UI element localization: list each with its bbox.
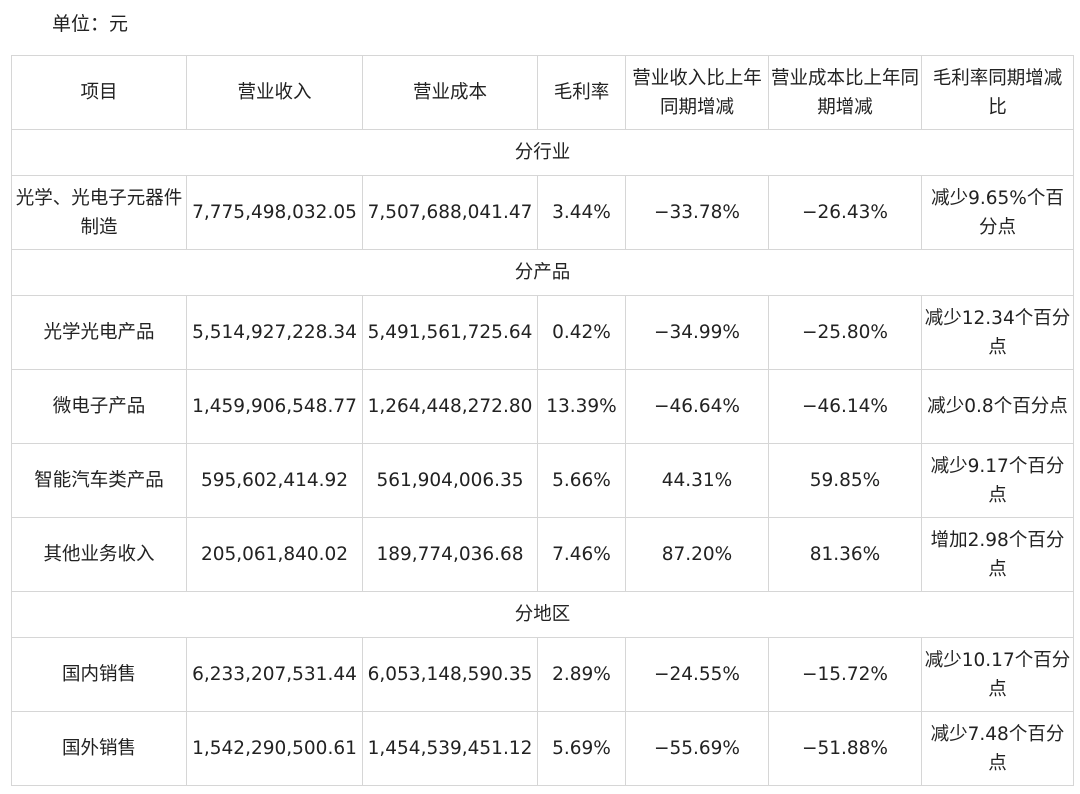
table-row: 国内销售 6,233,207,531.44 6,053,148,590.35 2… [11, 637, 1074, 712]
section-row: 分地区 [11, 591, 1074, 638]
cell-cost-change: 59.85% [768, 443, 922, 518]
cell-margin: 7.46% [537, 517, 626, 592]
cell-revenue-change: −55.69% [625, 711, 769, 786]
cell-revenue-change: −24.55% [625, 637, 769, 712]
cell-item: 微电子产品 [11, 369, 187, 444]
header-cell: 营业收入 [186, 55, 363, 130]
cell-margin: 2.89% [537, 637, 626, 712]
table-row: 其他业务收入 205,061,840.02 189,774,036.68 7.4… [11, 517, 1074, 592]
cell-cost-change: −26.43% [768, 175, 922, 250]
cell-item: 国外销售 [11, 711, 187, 786]
cell-margin-change: 增加2.98个百分点 [921, 517, 1074, 592]
cell-revenue-change: 44.31% [625, 443, 769, 518]
cell-item: 国内销售 [11, 637, 187, 712]
cell-margin-change: 减少10.17个百分点 [921, 637, 1074, 712]
cell-revenue-change: −34.99% [625, 295, 769, 370]
cell-cost-change: −46.14% [768, 369, 922, 444]
cell-margin: 3.44% [537, 175, 626, 250]
cell-revenue: 1,459,906,548.77 [186, 369, 363, 444]
cell-cost: 5,491,561,725.64 [362, 295, 538, 370]
table-row: 微电子产品 1,459,906,548.77 1,264,448,272.80 … [11, 369, 1074, 444]
cell-revenue: 7,775,498,032.05 [186, 175, 363, 250]
header-cell: 营业成本比上年同期增减 [768, 55, 922, 130]
table-row: 国外销售 1,542,290,500.61 1,454,539,451.12 5… [11, 711, 1074, 786]
table-row: 光学、光电子元器件制造 7,775,498,032.05 7,507,688,0… [11, 175, 1074, 250]
header-cell: 营业成本 [362, 55, 538, 130]
cell-revenue: 595,602,414.92 [186, 443, 363, 518]
cell-item: 其他业务收入 [11, 517, 187, 592]
table-row: 智能汽车类产品 595,602,414.92 561,904,006.35 5.… [11, 443, 1074, 518]
header-cell: 项目 [11, 55, 187, 130]
cell-cost: 1,454,539,451.12 [362, 711, 538, 786]
header-cell: 毛利率 [537, 55, 626, 130]
table-header-row: 项目 营业收入 营业成本 毛利率 营业收入比上年同期增减 营业成本比上年同期增减… [11, 55, 1074, 130]
cell-margin: 5.66% [537, 443, 626, 518]
cell-cost: 189,774,036.68 [362, 517, 538, 592]
cell-margin: 5.69% [537, 711, 626, 786]
cell-revenue: 6,233,207,531.44 [186, 637, 363, 712]
cell-item: 智能汽车类产品 [11, 443, 187, 518]
section-row: 分行业 [11, 129, 1074, 176]
cell-margin-change: 减少0.8个百分点 [921, 369, 1074, 444]
cell-cost-change: −15.72% [768, 637, 922, 712]
section-row: 分产品 [11, 249, 1074, 296]
cell-revenue: 1,542,290,500.61 [186, 711, 363, 786]
section-title: 分行业 [11, 129, 1074, 176]
cell-margin-change: 减少9.65%个百分点 [921, 175, 1074, 250]
cell-item: 光学光电产品 [11, 295, 187, 370]
cell-margin-change: 减少7.48个百分点 [921, 711, 1074, 786]
section-title: 分产品 [11, 249, 1074, 296]
cell-revenue-change: −46.64% [625, 369, 769, 444]
header-cell: 营业收入比上年同期增减 [625, 55, 769, 130]
cell-margin: 0.42% [537, 295, 626, 370]
cell-revenue-change: −33.78% [625, 175, 769, 250]
cell-cost: 6,053,148,590.35 [362, 637, 538, 712]
cell-revenue-change: 87.20% [625, 517, 769, 592]
cell-revenue: 5,514,927,228.34 [186, 295, 363, 370]
cell-margin-change: 减少12.34个百分点 [921, 295, 1074, 370]
section-title: 分地区 [11, 591, 1074, 638]
table-row: 光学光电产品 5,514,927,228.34 5,491,561,725.64… [11, 295, 1074, 370]
cell-revenue: 205,061,840.02 [186, 517, 363, 592]
cell-margin-change: 减少9.17个百分点 [921, 443, 1074, 518]
cell-margin: 13.39% [537, 369, 626, 444]
cell-cost: 561,904,006.35 [362, 443, 538, 518]
cell-cost: 7,507,688,041.47 [362, 175, 538, 250]
cell-cost-change: −51.88% [768, 711, 922, 786]
financial-table: 项目 营业收入 营业成本 毛利率 营业收入比上年同期增减 营业成本比上年同期增减… [11, 55, 1074, 786]
unit-label: 单位：元 [52, 13, 129, 35]
cell-cost-change: 81.36% [768, 517, 922, 592]
cell-cost: 1,264,448,272.80 [362, 369, 538, 444]
cell-cost-change: −25.80% [768, 295, 922, 370]
header-cell: 毛利率同期增减比 [921, 55, 1074, 130]
cell-item: 光学、光电子元器件制造 [11, 175, 187, 250]
